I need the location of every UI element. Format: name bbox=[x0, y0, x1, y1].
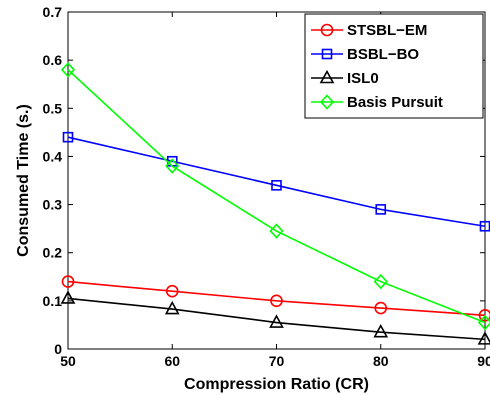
data-point-basis-pursuit bbox=[269, 223, 284, 239]
y-tick-label: 0.7 bbox=[43, 4, 63, 20]
y-tick-label: 0.1 bbox=[43, 293, 63, 309]
data-point-isl0 bbox=[477, 331, 490, 345]
series-bsbl-bo bbox=[62, 131, 490, 232]
legend-label: ISL0 bbox=[347, 70, 379, 87]
x-tick-label: 60 bbox=[164, 353, 180, 369]
legend-marker bbox=[321, 48, 333, 60]
data-point-bsbl-bo bbox=[375, 204, 387, 215]
ticks-layer: 50 60 70 80 90 0 0.1 0.2 0.3 0.4 0.5 0.6 0.7 bbox=[43, 4, 490, 369]
series-isl0 bbox=[60, 290, 490, 345]
series-basis-pursuit bbox=[60, 62, 490, 331]
data-point-basis-pursuit bbox=[477, 314, 490, 331]
legend-item-stsbl-em: STSBL−EM bbox=[311, 22, 427, 39]
data-point-isl0 bbox=[60, 290, 76, 304]
legend: STSBL−EM BSBL−BO ISL0 Basis Pursuit bbox=[304, 13, 484, 119]
y-tick-label: 0.2 bbox=[43, 245, 63, 261]
y-tick-label: 0.5 bbox=[43, 100, 63, 116]
legend-item-isl0: ISL0 bbox=[311, 69, 379, 87]
series-line-bsbl-bo bbox=[67, 136, 486, 228]
series-stsbl-em bbox=[61, 275, 490, 322]
x-tick-label: 50 bbox=[60, 353, 76, 369]
legend-item-basis-pursuit: Basis Pursuit bbox=[311, 94, 443, 111]
y-tick-label: 0.3 bbox=[43, 197, 63, 213]
y-tick-label: 0.4 bbox=[43, 148, 63, 164]
data-point-stsbl-em bbox=[61, 275, 75, 288]
legend-label: STSBL−EM bbox=[347, 22, 427, 39]
data-point-stsbl-em bbox=[478, 309, 490, 322]
series-line-stsbl-em bbox=[67, 280, 486, 317]
legend-item-bsbl-bo: BSBL−BO bbox=[311, 46, 419, 63]
series-line-isl0 bbox=[67, 297, 486, 341]
data-point-stsbl-em bbox=[374, 301, 388, 315]
legend-marker bbox=[319, 94, 335, 110]
x-tick-label: 70 bbox=[269, 353, 285, 369]
legend-marker bbox=[319, 69, 335, 84]
data-point-basis-pursuit bbox=[165, 158, 180, 174]
legend-label: Basis Pursuit bbox=[347, 94, 443, 111]
data-point-stsbl-em bbox=[165, 284, 179, 298]
data-point-isl0 bbox=[164, 300, 180, 315]
x-axis-label: Compression Ratio (CR) bbox=[184, 376, 369, 393]
legend-marker bbox=[320, 23, 334, 37]
data-point-isl0 bbox=[373, 323, 389, 338]
data-point-bsbl-bo bbox=[271, 180, 282, 191]
y-axis-label: Consumed Time (s.) bbox=[15, 104, 32, 257]
legend-label: BSBL−BO bbox=[347, 46, 419, 63]
y-tick-label: 0.6 bbox=[43, 52, 63, 68]
data-point-basis-pursuit bbox=[373, 273, 388, 290]
x-tick-label: 80 bbox=[373, 353, 389, 369]
legend-box bbox=[304, 13, 484, 119]
x-tick-label: 90 bbox=[477, 353, 490, 369]
series-line-basis-pursuit bbox=[67, 69, 486, 324]
data-point-isl0 bbox=[269, 314, 284, 328]
data-point-basis-pursuit bbox=[60, 62, 76, 78]
data-point-stsbl-em bbox=[270, 294, 283, 308]
data-point-bsbl-bo bbox=[62, 131, 74, 143]
series-layer bbox=[60, 62, 490, 345]
y-tick-label: 0 bbox=[54, 341, 62, 357]
